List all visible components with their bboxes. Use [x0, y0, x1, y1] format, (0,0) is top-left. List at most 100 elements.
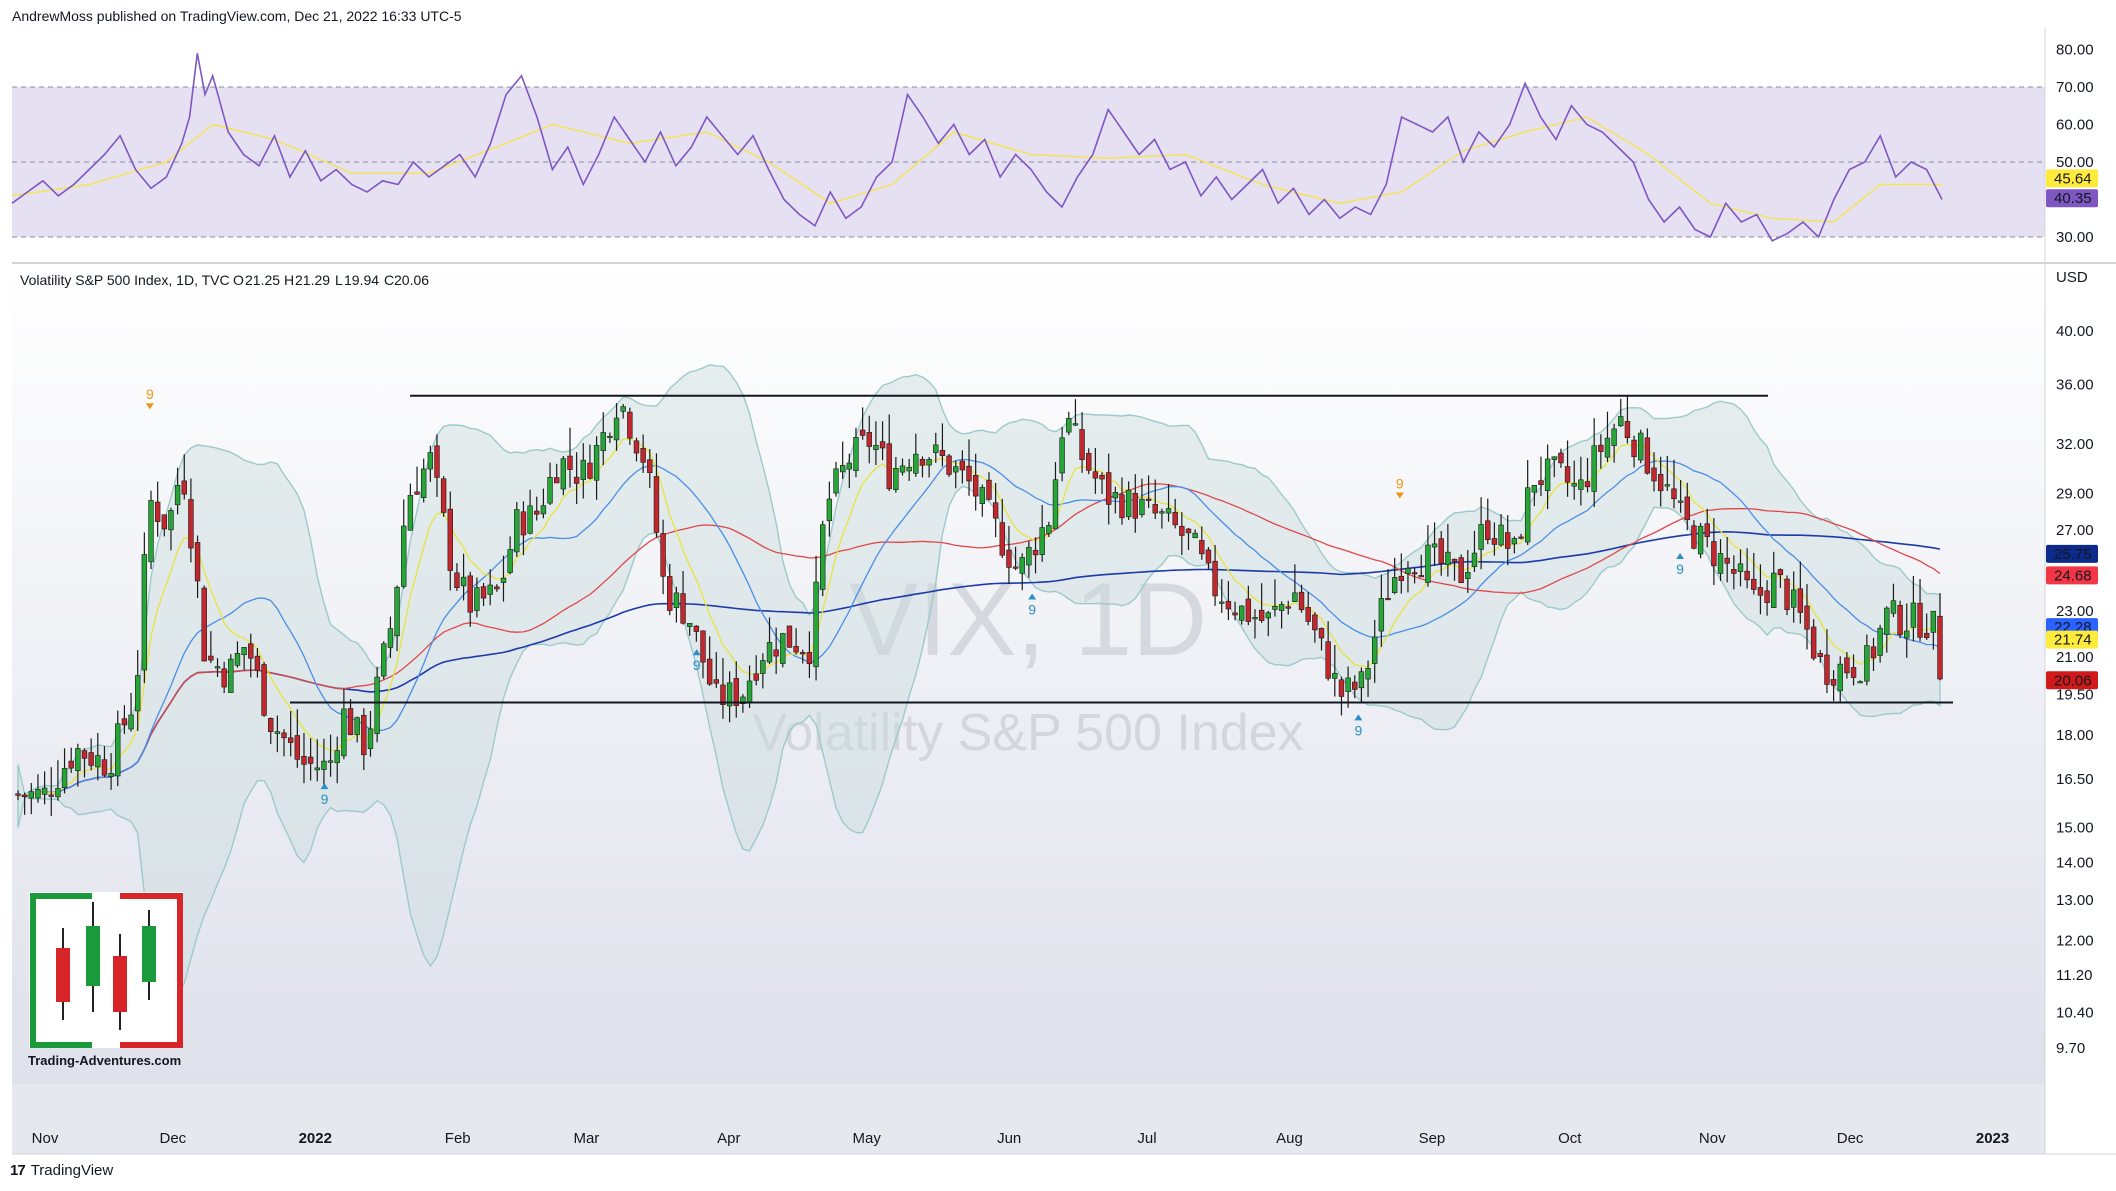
candle-body	[474, 587, 480, 611]
candle-body	[1312, 614, 1318, 631]
candle-body	[1372, 636, 1378, 664]
candle-body	[800, 652, 806, 655]
candle-body	[1544, 458, 1551, 491]
candle-body	[154, 501, 161, 522]
candle-body	[1638, 432, 1644, 461]
candle-body	[1864, 645, 1870, 682]
candle-body	[573, 476, 580, 484]
candle-body	[194, 542, 201, 582]
candle-body	[1538, 480, 1544, 485]
candle-body	[1072, 423, 1079, 426]
candle-body	[919, 459, 926, 466]
candle-body	[607, 435, 613, 439]
candle-body	[1930, 610, 1937, 633]
candle-body	[95, 755, 101, 768]
candle-body	[1105, 472, 1112, 505]
candle-body	[1471, 552, 1478, 567]
legend-ohlc: O 21.25 H 21.29 L 19.94 C 20.06	[233, 272, 429, 288]
candle-body	[1824, 654, 1830, 685]
time-tick-label: Nov	[1699, 1130, 1726, 1147]
time-tick-label: Dec	[1837, 1130, 1864, 1147]
arrow-up-icon	[1354, 714, 1363, 721]
candle-body	[128, 714, 134, 730]
tradingview-footer[interactable]: 17 TradingView	[10, 1162, 113, 1179]
candle-body	[1238, 605, 1245, 621]
candle-body	[261, 664, 267, 716]
candle-body	[786, 625, 793, 648]
candle-body	[926, 459, 932, 466]
candle-body	[1524, 487, 1531, 543]
candle-body	[447, 508, 453, 571]
candle-body	[81, 750, 88, 759]
candle-body	[467, 575, 473, 613]
legend-high: 21.29	[295, 272, 330, 288]
candle-body	[1039, 527, 1045, 555]
time-tick-label: Aug	[1276, 1130, 1303, 1147]
candle-body	[221, 668, 227, 688]
candle-body	[1358, 671, 1365, 689]
candle-body	[653, 476, 660, 533]
candle-body	[1258, 609, 1265, 621]
price-axis[interactable]: USD 80.00 70.00 60.00 50.00 30.00 40.00 36.00…	[12, 28, 2116, 1154]
legend-low: 19.94	[344, 272, 379, 288]
candle-body	[327, 760, 334, 763]
candle-body	[347, 708, 354, 736]
td-buy-count: 9	[1676, 561, 1684, 577]
td-buy-count: 9	[693, 657, 701, 673]
candle-body	[640, 447, 646, 463]
time-tick-label: 2022	[299, 1130, 332, 1147]
candle-body	[1657, 474, 1664, 492]
candle-body	[1185, 528, 1192, 534]
candle-body	[913, 453, 919, 474]
candle-body	[1385, 598, 1391, 601]
candle-body	[1884, 607, 1890, 635]
candle-body	[1624, 421, 1631, 438]
candle-body	[534, 510, 540, 515]
candle-body	[314, 767, 320, 771]
candle-body	[1684, 496, 1690, 521]
candle-body	[593, 444, 600, 481]
candle-body	[1904, 630, 1910, 639]
candle-body	[1438, 538, 1444, 564]
rsi-tick-label: 30.00	[2056, 229, 2094, 246]
rsi-value-label: 40.35	[2054, 190, 2092, 207]
price-tick-label: 27.00	[2056, 522, 2094, 539]
candle-body	[1790, 589, 1797, 608]
candle-body	[1365, 668, 1371, 680]
candle-body	[1531, 484, 1538, 493]
candle-body	[367, 728, 374, 749]
candle-body	[620, 406, 626, 412]
td-sell-count: 9	[146, 386, 154, 402]
candle-body	[1179, 525, 1185, 536]
candle-body	[48, 794, 54, 797]
candle-body	[41, 787, 48, 795]
legend-low-label: L	[335, 272, 343, 288]
candle-body	[1810, 626, 1817, 659]
candle-body	[407, 494, 414, 531]
candle-body	[1418, 575, 1424, 578]
candle-body	[394, 586, 400, 637]
candle-body	[1445, 551, 1451, 566]
candle-body	[1877, 627, 1883, 656]
candle-body	[1112, 492, 1119, 499]
candle-body	[1644, 437, 1651, 474]
candle-body	[1219, 601, 1225, 604]
candle-body	[1850, 667, 1857, 678]
candle-body	[1278, 604, 1285, 611]
candle-body	[500, 577, 507, 583]
tradingview-logo-icon: 17	[10, 1162, 26, 1179]
time-axis[interactable]: Nov Dec 2022 Feb Mar Apr May Jun Jul Aug Sep Oct Nov…	[32, 1130, 2010, 1147]
candle-body	[487, 584, 493, 595]
price-value-badge	[2046, 671, 2098, 690]
arrow-down-icon	[145, 403, 154, 410]
candle-body	[879, 441, 886, 449]
candle-body	[1505, 532, 1511, 549]
candle-body	[873, 445, 879, 450]
candle-body	[1724, 557, 1730, 564]
candle-body	[108, 773, 114, 777]
candle-body	[1159, 511, 1165, 514]
candle-body	[906, 466, 912, 472]
candle-body	[1325, 641, 1331, 679]
